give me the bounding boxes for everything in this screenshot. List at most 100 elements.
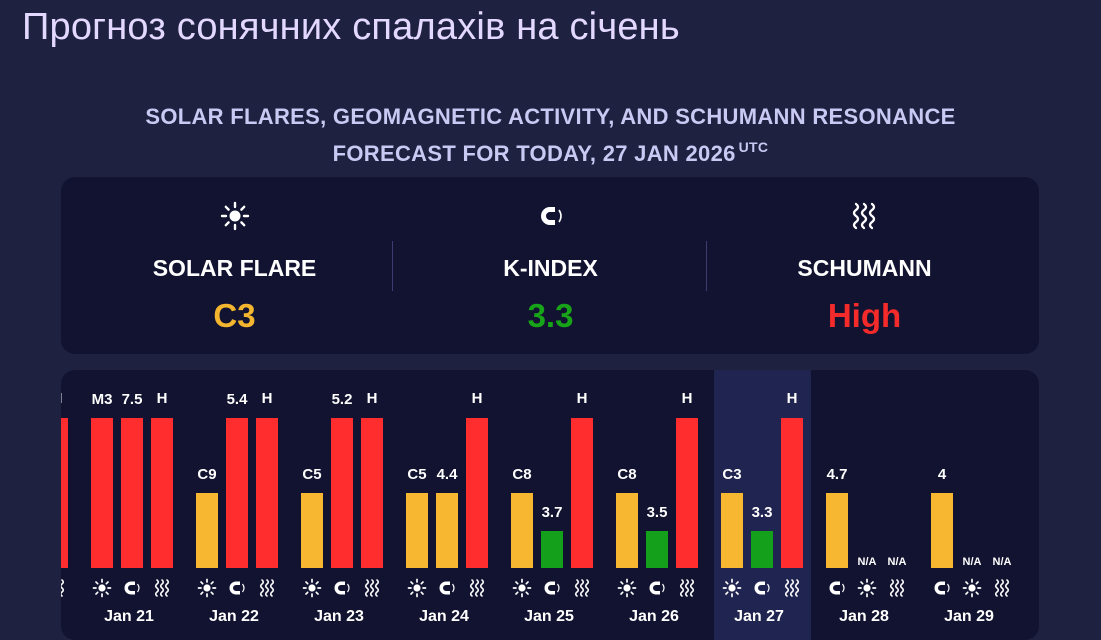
k-index-bar-label: 3.3	[752, 504, 773, 521]
sun-icon	[407, 578, 427, 598]
k-index-bar-label: 4.4	[437, 466, 459, 483]
k-index-bar-label: 3.5	[647, 504, 668, 521]
k-index-bar-label: 3.7	[542, 504, 563, 521]
schumann-bar	[571, 418, 593, 568]
schumann-bar	[256, 418, 278, 568]
k-index-bar	[331, 418, 353, 568]
schumann-bar-label: H	[787, 390, 798, 407]
waves-icon	[707, 201, 1022, 231]
summary-k-index: K-INDEX 3.3	[393, 177, 708, 354]
sun-icon	[857, 578, 877, 598]
schumann-bar	[781, 418, 803, 568]
magnet-icon	[124, 581, 140, 595]
solar-flare-bar	[511, 493, 533, 568]
date-label: Jan 25	[524, 608, 574, 625]
forecast-subtitle: SOLAR FLARES, GEOMAGNETIC ACTIVITY, AND …	[0, 102, 1101, 169]
k-index-bar-label: 5.4	[227, 391, 249, 408]
date-label: Jan 29	[944, 608, 994, 625]
solar-flare-label: SOLAR FLARE	[152, 255, 317, 281]
solar-flare-bar-label: C9	[197, 466, 216, 483]
magnet-icon	[649, 581, 665, 595]
schumann-label: SCHUMANN	[797, 255, 932, 281]
waves-icon	[364, 579, 380, 597]
k-index-bar	[226, 418, 248, 568]
k-index-bar-label: 5.2	[332, 391, 353, 408]
date-label: Jan 27	[734, 608, 784, 625]
waves-icon	[469, 579, 485, 597]
sun-icon	[77, 201, 392, 231]
schumann-bar-label: H	[157, 390, 168, 407]
solar-flare-bar	[406, 493, 428, 568]
schumann-bar	[61, 418, 68, 568]
schumann-value: High	[827, 297, 902, 334]
magnet-icon	[829, 581, 845, 595]
summary-schumann: SCHUMANN High	[707, 177, 1022, 354]
date-label: Jan 28	[839, 608, 889, 625]
schumann-bar-label: H	[472, 390, 483, 407]
waves-icon	[994, 579, 1010, 597]
waves-icon	[889, 579, 905, 597]
schumann-bar-label: H	[577, 390, 588, 407]
k-index-bar	[436, 493, 458, 568]
waves-icon	[259, 579, 275, 597]
waves-icon	[154, 579, 170, 597]
schumann-bar	[676, 418, 698, 568]
schumann-bar	[466, 418, 488, 568]
summary-card: SOLAR FLARE C3 K-INDEX 3.3 SCHUMANN High	[61, 177, 1039, 354]
forecast-chart-svg: H M3 7.5 H Jan 21 C9 5.4 H Jan 22 C5 5.2 H Jan 23 C5 4…	[61, 390, 1012, 625]
utc-superscript: UTC	[738, 139, 769, 155]
waves-icon	[679, 579, 695, 597]
forecast-chart: H M3 7.5 H Jan 21 C9 5.4 H Jan 22 C5 5.2 H Jan 23 C5 4…	[61, 370, 1039, 640]
page-title: Прогноз сонячних спалахів на січень	[22, 6, 680, 48]
schumann-bar-label: H	[367, 390, 378, 407]
k-index-bar-label: 4.7	[827, 466, 848, 483]
sun-icon	[302, 578, 322, 598]
sun-icon	[512, 578, 532, 598]
solar-flare-bar	[721, 493, 743, 568]
k-index-label: K-INDEX	[503, 255, 598, 281]
na-label: N/A	[963, 556, 982, 568]
sun-icon	[197, 578, 217, 598]
magnet-icon	[229, 581, 245, 595]
date-label: Jan 23	[314, 608, 364, 625]
sun-icon	[722, 578, 742, 598]
waves-icon	[574, 579, 590, 597]
schumann-bar	[361, 418, 383, 568]
solar-flare-bar	[616, 493, 638, 568]
magnet-icon	[439, 581, 455, 595]
na-label: N/A	[993, 556, 1012, 568]
k-index-bar	[751, 531, 773, 568]
k-index-bar	[826, 493, 848, 568]
subtitle-line-1: SOLAR FLARES, GEOMAGNETIC ACTIVITY, AND …	[145, 104, 956, 129]
sun-icon	[962, 578, 982, 598]
solar-flare-bar-label: M3	[92, 391, 113, 408]
date-label: Jan 21	[104, 608, 154, 625]
k-index-bar	[931, 493, 953, 568]
solar-flare-bar-label: C8	[617, 466, 636, 483]
waves-icon	[61, 579, 65, 597]
date-label: Jan 24	[419, 608, 469, 625]
magnet-icon	[754, 581, 770, 595]
schumann-bar-label: H	[262, 390, 273, 407]
summary-solar-flare: SOLAR FLARE C3	[77, 177, 392, 354]
k-index-bar	[121, 418, 143, 568]
k-index-bar	[646, 531, 668, 568]
solar-flare-bar-label: C8	[512, 466, 531, 483]
na-label: N/A	[888, 556, 907, 568]
magnet-icon	[934, 581, 950, 595]
summary-divider	[392, 241, 393, 291]
subtitle-line-2-text: FORECAST FOR TODAY, 27 JAN 2026	[332, 141, 736, 166]
sun-icon	[617, 578, 637, 598]
schumann-bar-label: H	[61, 390, 62, 407]
date-label: Jan 26	[629, 608, 679, 625]
k-index-bar-label: 7.5	[122, 391, 143, 408]
k-index-value: 3.3	[527, 297, 574, 334]
k-index-bar	[541, 531, 563, 568]
solar-flare-bar-label: C3	[722, 466, 741, 483]
waves-icon	[784, 579, 800, 597]
magnet-icon	[393, 201, 708, 231]
solar-flare-value: C3	[213, 297, 256, 334]
date-label: Jan 22	[209, 608, 259, 625]
solar-flare-bar-label: C5	[407, 466, 426, 483]
solar-flare-bar-label: C5	[302, 466, 321, 483]
